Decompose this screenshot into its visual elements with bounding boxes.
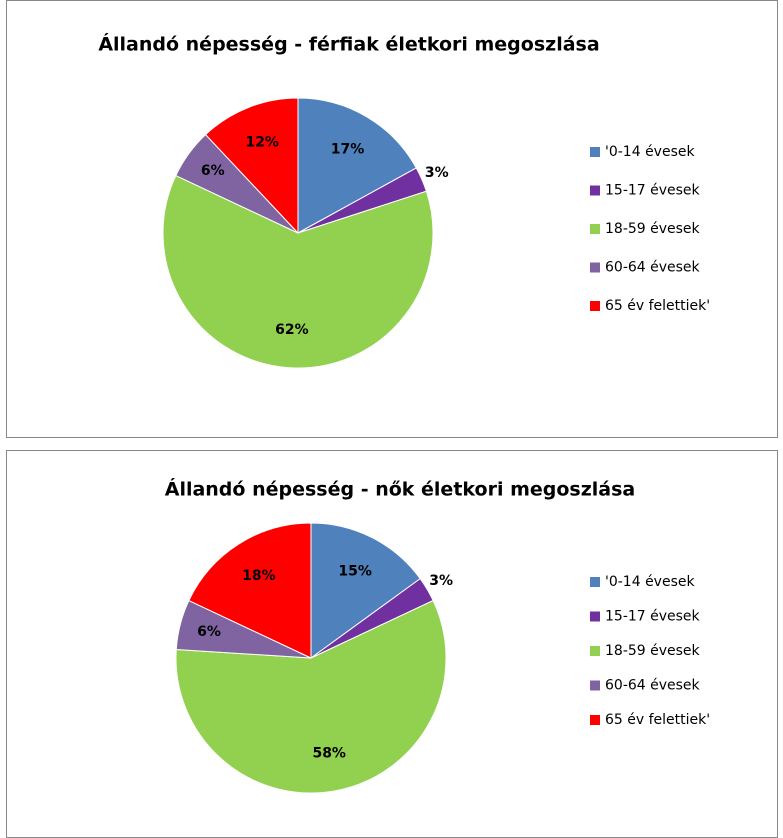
data-label: 15% — [338, 563, 372, 579]
data-label: 6% — [201, 163, 225, 179]
data-label: 6% — [197, 624, 221, 640]
data-label: 58% — [312, 745, 346, 761]
data-label: 18% — [242, 568, 276, 584]
legend-label: 15-17 évesek — [605, 609, 701, 625]
legend-swatch — [590, 147, 600, 157]
data-label: 3% — [429, 573, 453, 589]
pie-slice — [175, 599, 447, 794]
legend-swatch — [590, 611, 600, 622]
legend-swatch — [590, 715, 600, 725]
legend-swatch — [590, 185, 600, 196]
legend-swatch — [590, 646, 600, 656]
legend-label: 18-59 évesek — [605, 643, 701, 659]
data-label: 62% — [275, 322, 309, 338]
legend-label: 65 év felettiek' — [605, 712, 710, 728]
pie-slice — [297, 97, 417, 234]
pie-slice — [162, 174, 434, 369]
legend-swatch — [590, 301, 600, 311]
legend-swatch — [590, 262, 600, 273]
chart-title: Állandó népesség - férfiak életkori mego… — [98, 33, 599, 56]
pie-slice — [204, 97, 299, 235]
legend-label: 65 év felettiek' — [605, 298, 710, 314]
legend-label: '0-14 évesek — [605, 144, 695, 160]
chart-title: Állandó népesség - nők életkori megoszlá… — [165, 478, 636, 501]
legend-label: 15-17 évesek — [605, 183, 701, 199]
data-label: 17% — [331, 141, 365, 157]
pie-slice — [310, 522, 421, 659]
legend-label: 60-64 évesek — [605, 678, 701, 694]
legend-swatch — [590, 224, 600, 234]
data-label: 12% — [245, 135, 279, 151]
legend-label: '0-14 évesek — [605, 574, 695, 590]
data-label: 3% — [425, 165, 449, 181]
pie-slice — [188, 522, 312, 659]
legend-label: 60-64 évesek — [605, 260, 701, 276]
legend-label: 18-59 évesek — [605, 221, 701, 237]
legend-swatch — [590, 680, 600, 691]
legend-swatch — [590, 577, 600, 587]
